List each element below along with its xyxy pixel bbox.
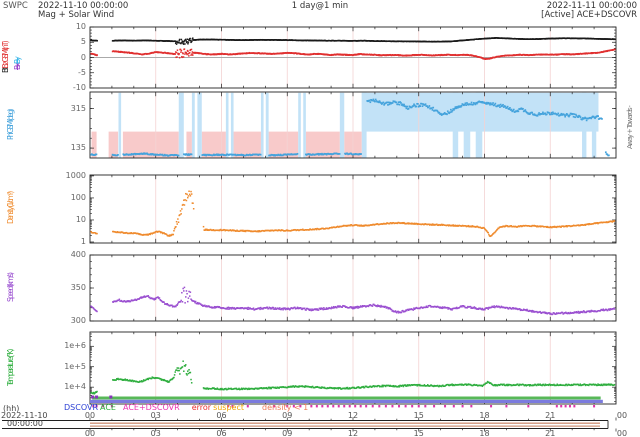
y-tick-label: 135: [70, 143, 86, 153]
y-tick-label: 10: [75, 214, 86, 224]
hour-label: 21: [545, 410, 556, 420]
legend-item-dscovr: DSCOVR: [64, 403, 99, 412]
y-tick-label: 300: [70, 316, 86, 325]
hour-label: 09: [282, 410, 293, 420]
hour-label: 15: [413, 410, 424, 420]
mag-axis-label: Bt Bz GSM (nT): [1, 42, 10, 73]
hour-label: 00: [616, 429, 628, 437]
y-tick-label: 1e+5: [64, 361, 86, 371]
end-time: 2022-11-11 00:00:00: [546, 1, 637, 11]
y-tick-label: 100: [70, 192, 86, 202]
y-tick-label: 0: [80, 52, 86, 62]
legend-item-error: error: [191, 403, 212, 412]
hour-label: 18: [479, 429, 490, 437]
y-tick-label: -10: [72, 83, 86, 92]
y-tick-label: 315: [70, 103, 86, 113]
hour-label: 03: [150, 410, 161, 420]
y-tick-label: 1e+4: [64, 382, 86, 392]
temperature-axis-label: Temperature (°K): [6, 350, 15, 386]
plot-title: Mag + Solar Wind: [38, 10, 115, 20]
legend-item-suspect: suspect: [213, 403, 245, 412]
hour-label: 18: [479, 410, 490, 420]
hour-label: 06: [216, 429, 227, 437]
status-label: [Active] ACE+DSCOVR: [541, 10, 637, 20]
phi-sector-label: Away + Towards -: [626, 106, 634, 149]
hour-label: 12: [347, 410, 359, 420]
hour-label: 12: [347, 429, 359, 437]
y-tick-label: 5: [80, 37, 86, 47]
hour-label: 21: [545, 429, 556, 437]
resolution-label: 1 day@1 min: [291, 1, 349, 11]
y-tick-label: 400: [70, 250, 86, 259]
hour-unit-label: (hh): [3, 404, 20, 413]
bottom-date-label: 2022-11-10: [1, 411, 48, 420]
mag-axis-label-struck: Bx By: [13, 58, 22, 70]
hour-label: 00: [84, 410, 96, 420]
hour-label: 00: [84, 429, 96, 437]
y-tick-label: 1: [80, 236, 86, 246]
hour-label: 03: [150, 429, 161, 437]
density-axis-label: Density (1/cm³): [6, 192, 15, 224]
y-tick-label: 1e+6: [64, 341, 86, 351]
legend: DSCOVR ACE ACE+DSCOVR error suspect density <…: [64, 403, 308, 412]
legend-item-density-1: density < 1: [262, 403, 309, 412]
legend-item-ace: ACE: [100, 403, 116, 412]
speed-axis-label: Speed (km/s): [6, 273, 15, 303]
y-tick-label: 10: [75, 22, 86, 31]
phi-axis-label: Phi GSM (deg): [6, 110, 15, 140]
bottom-time-label: 00:00:00: [7, 419, 43, 428]
y-tick-label: 1000: [65, 170, 86, 180]
legend-item-ace-dscovr: ACE+DSCOVR: [123, 403, 180, 412]
y-tick-label: 350: [70, 283, 86, 292]
hour-label: 09: [282, 429, 293, 437]
y-tick-label: -5: [78, 67, 86, 77]
product-logo: SWPC: [3, 1, 28, 11]
hour-label: 06: [216, 410, 227, 420]
hour-label: 00: [616, 410, 628, 420]
hour-label: 15: [413, 429, 424, 437]
start-time: 2022-11-10 00:00:00: [38, 1, 129, 11]
